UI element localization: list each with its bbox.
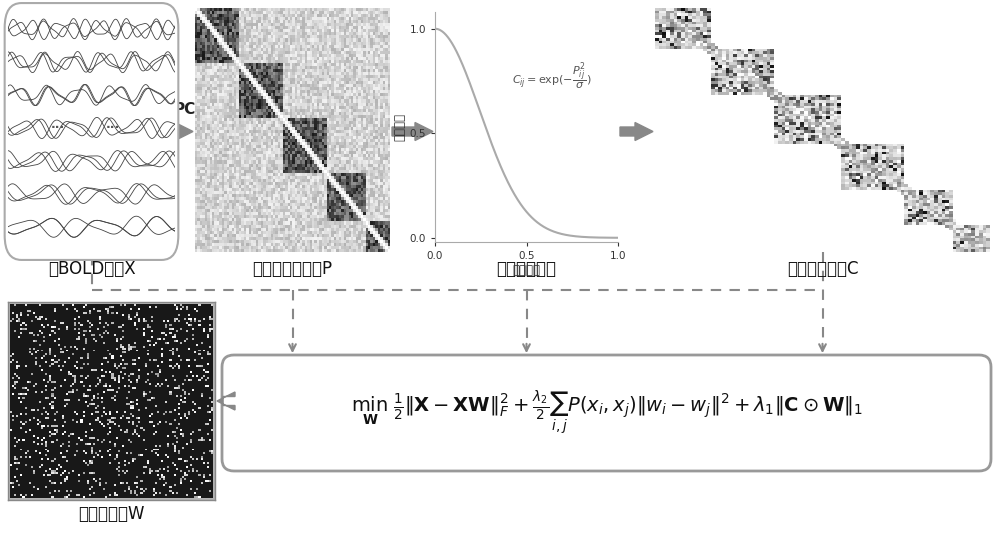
Y-axis label: 惩罚权重: 惩罚权重 xyxy=(394,113,407,141)
Text: 脑功能网络W: 脑功能网络W xyxy=(78,505,145,523)
Polygon shape xyxy=(175,122,193,140)
Text: ···: ··· xyxy=(51,121,65,134)
Text: 脑BOLD信号X: 脑BOLD信号X xyxy=(48,260,135,278)
Text: 惩罚权重矩阵C: 惩罚权重矩阵C xyxy=(787,260,858,278)
Text: $C_{ij}=\exp(-\dfrac{P_{ij}^{2}}{\sigma})$: $C_{ij}=\exp(-\dfrac{P_{ij}^{2}}{\sigma}… xyxy=(512,61,592,92)
Text: 权重定义函数: 权重定义函数 xyxy=(496,260,556,278)
Polygon shape xyxy=(217,392,235,410)
FancyBboxPatch shape xyxy=(5,3,178,260)
FancyBboxPatch shape xyxy=(222,355,991,471)
Text: 皮尔逊相关矩阵P: 皮尔逊相关矩阵P xyxy=(252,260,333,278)
X-axis label: 连接强度: 连接强度 xyxy=(512,264,540,277)
Text: PC: PC xyxy=(174,103,196,117)
Polygon shape xyxy=(620,122,653,140)
Text: $\underset{\mathbf{W}}{\min}\;\frac{1}{2}\|\mathbf{X}-\mathbf{X}\mathbf{W}\|_F^2: $\underset{\mathbf{W}}{\min}\;\frac{1}{2… xyxy=(351,389,862,437)
Polygon shape xyxy=(392,122,433,140)
Text: ···: ··· xyxy=(105,121,120,134)
